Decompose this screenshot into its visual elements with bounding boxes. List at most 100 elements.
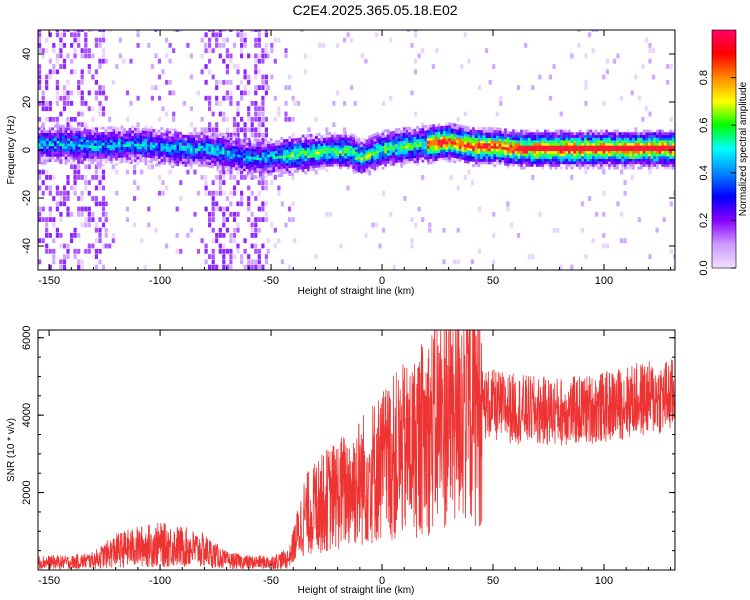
heatmap-cell [171,133,174,137]
heatmap-cell [421,151,425,155]
heatmap-cell [264,30,268,32]
heatmap-cell [671,161,675,165]
heatmap-cell [171,136,174,140]
heatmap-cell [55,122,59,127]
heatmap-cell [117,133,121,137]
heatmap-cell [605,158,609,162]
heatmap-cell [448,138,451,142]
heatmap-cell [597,150,601,154]
heatmap-cell [257,264,261,270]
heatmap-cell [189,140,193,144]
heatmap-cell [317,156,321,160]
heatmap-cell [237,146,241,150]
heatmap-cell [477,206,482,212]
heatmap-cell [80,122,84,127]
heatmap-cell [243,155,246,159]
heatmap-cell [131,133,134,136]
heatmap-cell [493,158,497,162]
heatmap-cell [304,137,308,140]
heatmap-cell [98,101,102,106]
heatmap-cell [176,163,180,167]
heatmap-cell [346,32,350,38]
heatmap-cell [243,85,247,90]
heatmap-cell [78,128,81,132]
heatmap-cell [339,155,342,159]
heatmap-cell [389,147,393,151]
heatmap-cell [283,171,286,174]
heatmap-cell [466,129,470,132]
y-tick-label-heatmap: 20 [21,96,33,108]
heatmap-cell [488,161,491,165]
heatmap-cell [222,248,226,254]
heatmap-cell [544,153,547,157]
heatmap-cell [163,156,166,160]
heatmap-cell [211,162,214,166]
heatmap-cell [73,169,77,175]
heatmap-cell [251,161,254,165]
heatmap-cell [84,164,88,170]
heatmap-cell [112,136,116,140]
heatmap-cell [196,90,201,96]
heatmap-cell [600,148,603,151]
heatmap-cell [187,161,190,165]
heatmap-cell [261,206,265,212]
heatmap-cell [315,164,318,168]
heatmap-cell [62,130,65,133]
heatmap-cell [144,133,148,137]
heatmap-cell [576,161,579,165]
heatmap-cell [84,180,88,185]
heatmap-cell [261,106,265,112]
heatmap-cell [410,158,414,162]
heatmap-cell [225,196,229,201]
heatmap-cell [215,95,219,101]
heatmap-cell [637,145,641,149]
heatmap-cell [474,156,478,160]
heatmap-cell [219,161,222,165]
heatmap-cell [229,233,233,238]
heatmap-cell [333,134,337,138]
heatmap-cell [41,106,45,112]
heatmap-cell [98,259,102,265]
heatmap-cell [610,153,614,157]
heatmap-cell [669,140,672,144]
heatmap-cell [440,136,443,140]
heatmap-cell [54,138,57,141]
heatmap-cell [621,163,625,167]
heatmap-cell [602,137,606,141]
heatmap-cell [273,58,277,64]
heatmap-cell [147,128,150,132]
heatmap-cell [161,190,165,196]
heatmap-cell [573,134,577,138]
heatmap-cell [147,152,150,156]
heatmap-cell [370,147,374,151]
heatmap-cell [48,32,52,38]
heatmap-cell [154,227,158,233]
heatmap-cell [229,254,233,259]
heatmap-cell [115,141,118,145]
heatmap-cell [133,143,137,147]
heatmap-cell [418,138,422,142]
heatmap-cell [128,135,132,139]
heatmap-cell [232,148,236,152]
heatmap-cell [101,185,106,191]
heatmap-cell [634,148,638,151]
heatmap-cell [288,167,292,171]
heatmap-cell [349,145,353,149]
heatmap-cell [273,116,277,122]
heatmap-cell [413,134,417,137]
heatmap-cell [88,161,92,164]
heatmap-cell [408,158,411,162]
heatmap-cell [70,143,73,147]
heatmap-cell [653,137,656,141]
heatmap-cell [602,163,606,167]
heatmap-cell [343,127,347,133]
heatmap-cell [256,151,260,155]
heatmap-cell [426,127,430,131]
heatmap-cell [115,155,118,158]
heatmap-cell [136,143,140,147]
heatmap-cell [568,137,571,141]
heatmap-cell [392,160,395,164]
heatmap-cell [357,166,361,170]
heatmap-cell [568,156,571,159]
heatmap-cell [618,150,622,154]
